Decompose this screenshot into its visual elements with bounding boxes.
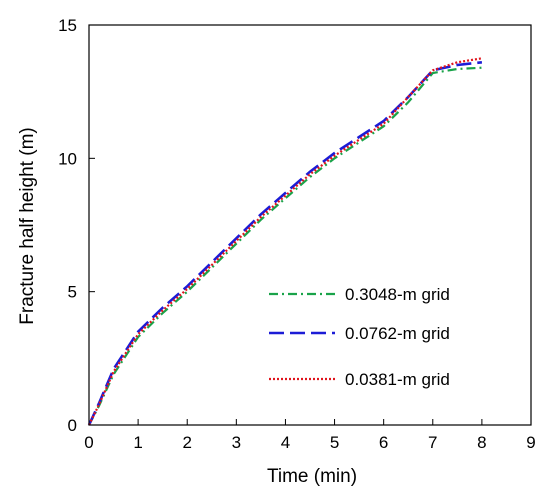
legend-label-3: 0.0381-m grid xyxy=(345,370,450,389)
x-tick-label: 7 xyxy=(428,433,437,452)
x-tick-label: 9 xyxy=(526,433,535,452)
x-tick-label: 5 xyxy=(330,433,339,452)
plot-area xyxy=(88,24,532,426)
x-tick-label: 2 xyxy=(182,433,191,452)
x-tick-label: 3 xyxy=(232,433,241,452)
x-tick-label: 0 xyxy=(84,433,93,452)
series-line-1 xyxy=(88,66,482,426)
legend-label-2: 0.0762-m grid xyxy=(345,324,450,343)
y-tick-label: 0 xyxy=(68,416,77,435)
y-tick-label: 15 xyxy=(58,16,77,35)
x-axis-label: Time (min) xyxy=(267,466,357,487)
y-tick-label: 10 xyxy=(58,149,77,168)
ticks-layer: 0 1 2 3 4 5 6 7 8 9 0 5 10 15 xyxy=(58,16,536,452)
legend: 0.3048-m grid 0.0762-m grid 0.0381-m grid xyxy=(269,285,450,389)
legend-label-1: 0.3048-m grid xyxy=(345,285,450,304)
series-line-3 xyxy=(88,57,483,426)
y-axis-label: Fracture half height (m) xyxy=(17,127,38,324)
series-line-2 xyxy=(87,61,483,426)
x-tick-label: 1 xyxy=(133,433,142,452)
x-tick-label: 6 xyxy=(379,433,388,452)
plot-frame xyxy=(88,24,532,426)
x-tick-label: 4 xyxy=(281,433,290,452)
series-layer xyxy=(87,57,483,426)
x-tick-label: 8 xyxy=(477,433,486,452)
y-tick-label: 5 xyxy=(68,283,77,302)
